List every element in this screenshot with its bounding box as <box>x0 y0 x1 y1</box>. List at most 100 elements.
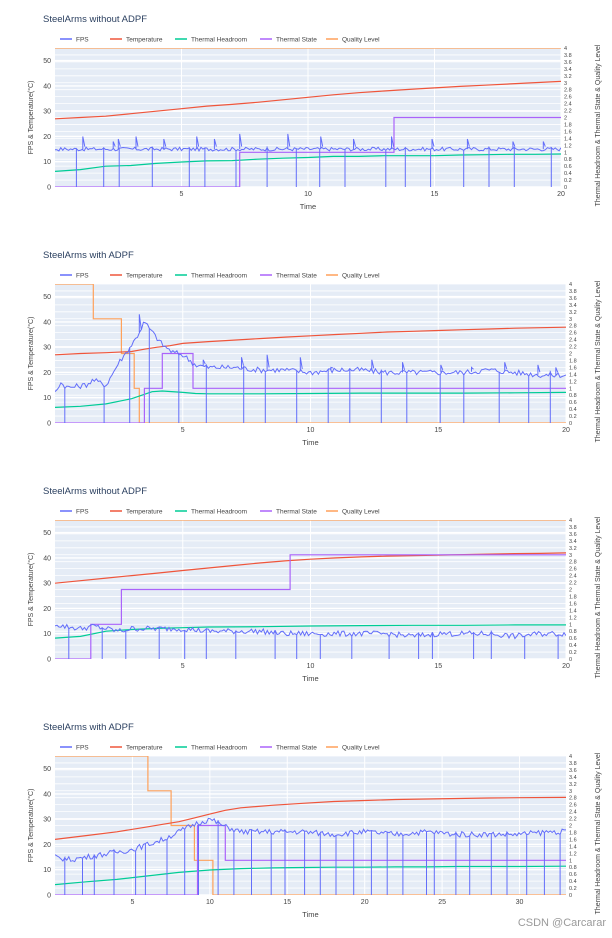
x-tick-label: 15 <box>283 899 291 906</box>
legend-label-thermal_headroom: Thermal Headroom <box>191 745 247 752</box>
x-tick-label: 20 <box>562 663 570 670</box>
chart-panel-3: SteelArms without ADPF FPS Temperature Ther… <box>27 486 602 683</box>
y2-axis-title: Thermal Headroom & Thermal State & Quali… <box>595 516 602 678</box>
y-tick-label: 40 <box>43 83 51 90</box>
y2-tick-label: 3.2 <box>569 546 577 552</box>
y-tick-label: 30 <box>43 581 51 588</box>
y-tick-label: 50 <box>43 530 51 537</box>
y-axis-title: FPS & Temperature(°C) <box>27 553 35 627</box>
y2-tick-label: 3.8 <box>569 525 577 531</box>
legend-label-thermal_state: Thermal State <box>276 273 317 280</box>
y2-tick-label: 3.6 <box>569 532 577 538</box>
y2-tick-label: 0 <box>569 893 572 899</box>
series-thermal-headroom <box>55 390 566 408</box>
y2-tick-label: 1.2 <box>564 143 572 149</box>
legend-label-fps: FPS <box>76 273 89 280</box>
y2-tick-label: 3 <box>564 81 567 87</box>
y2-tick-label: 0.8 <box>569 393 577 399</box>
y-tick-label: 20 <box>43 370 51 377</box>
y2-tick-label: 1.2 <box>569 379 577 385</box>
y2-tick-label: 1.8 <box>569 594 577 600</box>
series-temperature <box>55 326 566 356</box>
y2-tick-label: 2.2 <box>569 581 577 587</box>
y2-tick-label: 2.4 <box>564 102 572 108</box>
y-tick-label: 20 <box>43 842 51 849</box>
y2-tick-label: 1.4 <box>569 844 577 850</box>
series-quality-level <box>55 756 566 895</box>
series-temperature <box>55 80 561 120</box>
x-tick-label: 20 <box>562 427 570 434</box>
series-thermal-state <box>55 116 561 187</box>
y2-tick-label: 0.4 <box>569 407 577 413</box>
y-axis-title: FPS & Temperature(°C) <box>27 317 35 391</box>
legend-label-fps: FPS <box>76 509 89 516</box>
y2-tick-label: 3.4 <box>569 775 577 781</box>
x-tick-label: 15 <box>434 663 442 670</box>
y2-tick-label: 0.6 <box>569 400 577 406</box>
y2-tick-label: 2.4 <box>569 338 577 344</box>
y2-tick-label: 2.2 <box>564 109 572 115</box>
x-axis-title: Time <box>302 438 318 447</box>
y-tick-label: 10 <box>43 395 51 402</box>
y2-tick-label: 3.4 <box>564 67 572 73</box>
y2-tick-label: 3.6 <box>564 60 572 66</box>
x-tick-label: 10 <box>304 191 312 198</box>
legend-label-temperature: Temperature <box>126 273 163 280</box>
series-temperature <box>55 796 566 840</box>
legend-label-thermal_state: Thermal State <box>276 509 317 516</box>
y2-tick-label: 3.8 <box>564 53 572 59</box>
legend-label-temperature: Temperature <box>126 745 163 752</box>
x-tick-label: 10 <box>206 899 214 906</box>
y2-tick-label: 3 <box>569 553 572 559</box>
y2-tick-label: 4 <box>569 754 572 760</box>
chart-title: SteelArms with ADPF <box>43 250 134 261</box>
y-tick-label: 40 <box>43 555 51 562</box>
chart-title: SteelArms with ADPF <box>43 722 134 733</box>
x-tick-label: 20 <box>361 899 369 906</box>
legend-label-thermal_state: Thermal State <box>276 745 317 752</box>
x-tick-label: 5 <box>181 427 185 434</box>
series-thermal-state <box>55 824 566 895</box>
legend-label-quality_level: Quality Level <box>342 37 380 44</box>
y2-tick-label: 1.4 <box>569 372 577 378</box>
x-axis-title: Time <box>300 202 316 211</box>
y2-tick-label: 3.4 <box>569 303 577 309</box>
y2-tick-label: 0.6 <box>569 872 577 878</box>
y2-tick-label: 1 <box>564 150 567 156</box>
y2-tick-label: 0.4 <box>569 879 577 885</box>
x-tick-label: 10 <box>307 427 315 434</box>
chart-panel-4: SteelArms with ADPF FPS Temperature Thermal… <box>27 722 602 919</box>
y2-tick-label: 3.8 <box>569 289 577 295</box>
y-tick-label: 0 <box>47 657 51 664</box>
legend-label-fps: FPS <box>76 37 89 44</box>
y2-tick-label: 1.6 <box>569 365 577 371</box>
y2-tick-label: 1 <box>569 858 572 864</box>
x-tick-label: 5 <box>181 663 185 670</box>
chart-panel-1: SteelArms without ADPF FPS Temperature Ther… <box>27 14 602 211</box>
y2-tick-label: 2.6 <box>569 567 577 573</box>
y-tick-label: 50 <box>43 294 51 301</box>
y2-tick-label: 3.2 <box>569 310 577 316</box>
series-fps <box>55 623 566 659</box>
y-axis-title: FPS & Temperature(°C) <box>27 789 35 863</box>
legend-label-thermal_headroom: Thermal Headroom <box>191 509 247 516</box>
chart-title: SteelArms without ADPF <box>43 14 147 25</box>
y-tick-label: 10 <box>43 867 51 874</box>
y2-tick-label: 4 <box>569 518 572 524</box>
legend-label-temperature: Temperature <box>126 37 163 44</box>
y2-tick-label: 1.6 <box>569 601 577 607</box>
y2-tick-label: 2.4 <box>569 810 577 816</box>
y2-tick-label: 1.8 <box>569 830 577 836</box>
x-tick-label: 20 <box>557 191 565 198</box>
legend-label-thermal_headroom: Thermal Headroom <box>191 273 247 280</box>
series-thermal-state <box>55 352 566 423</box>
legend-label-thermal_headroom: Thermal Headroom <box>191 37 247 44</box>
y2-tick-label: 1.6 <box>569 837 577 843</box>
y2-tick-label: 2.2 <box>569 817 577 823</box>
watermark: CSDN @Carcarar <box>517 917 606 929</box>
y2-tick-label: 0.2 <box>569 414 577 420</box>
legend-label-quality_level: Quality Level <box>342 509 380 516</box>
legend-label-temperature: Temperature <box>126 509 163 516</box>
y-tick-label: 10 <box>43 159 51 166</box>
